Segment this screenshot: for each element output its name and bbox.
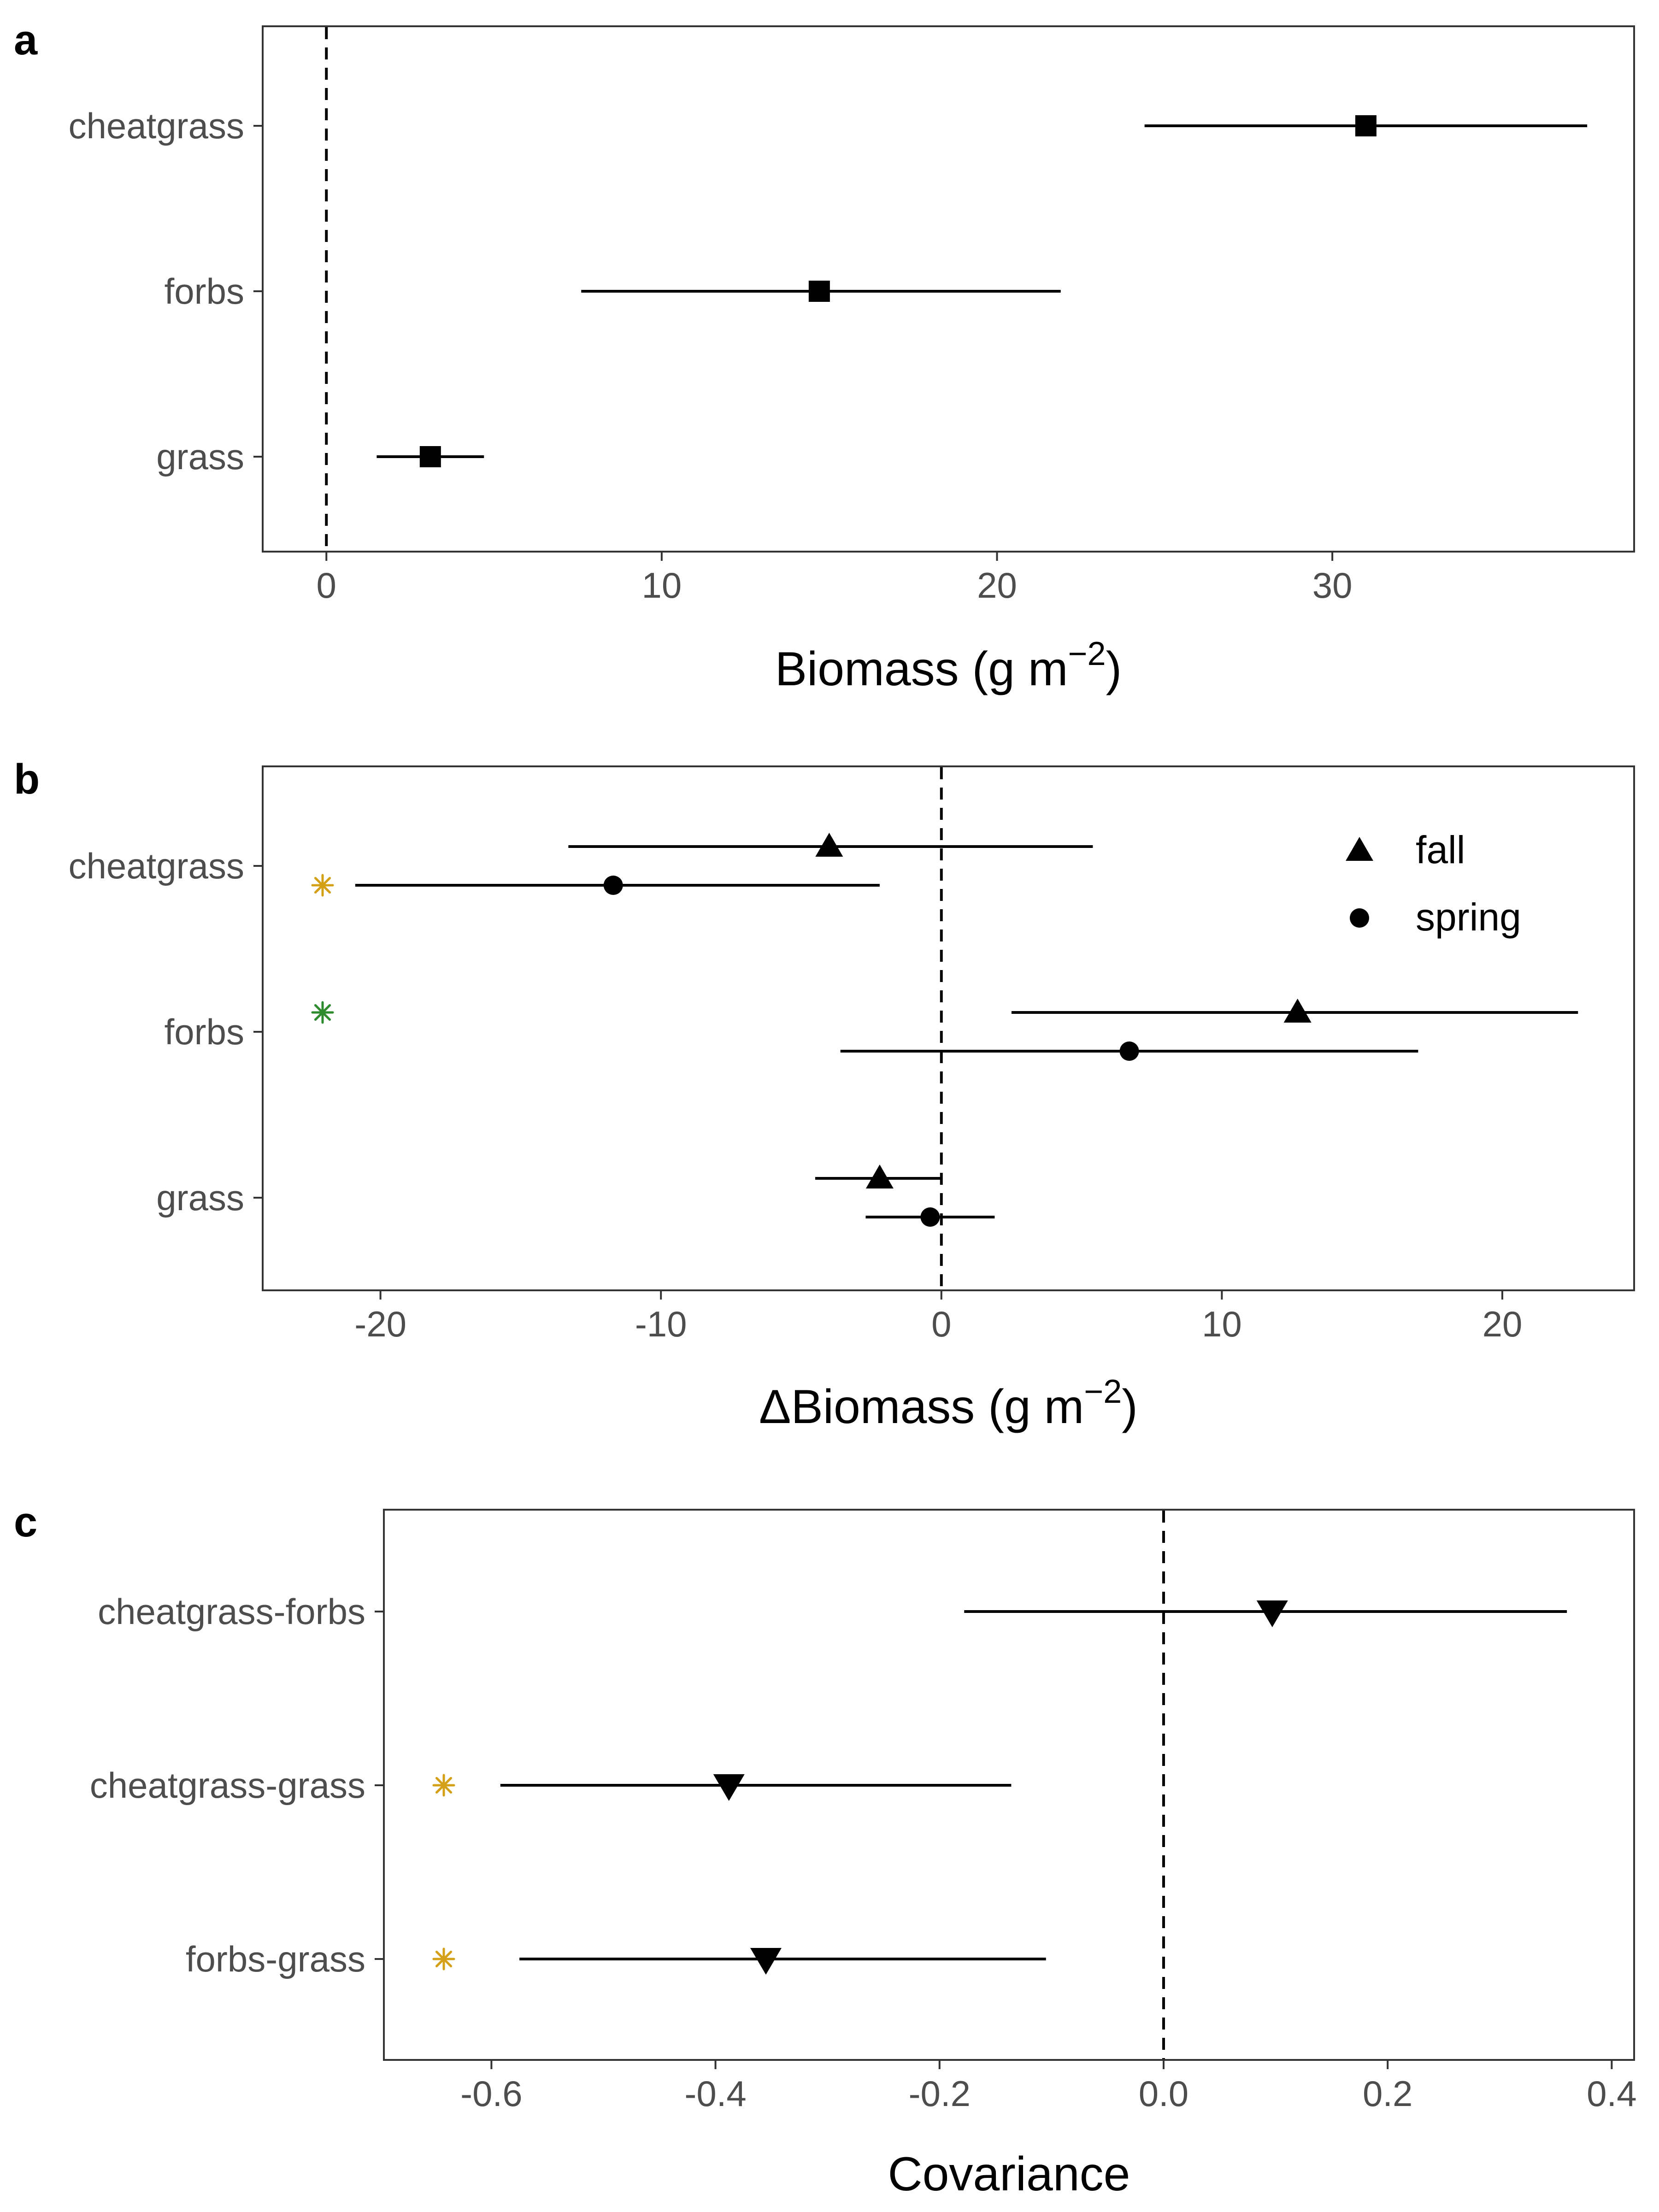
legend-key bbox=[1350, 908, 1369, 928]
point-estimate bbox=[419, 446, 441, 467]
x-tick-label: -20 bbox=[354, 1304, 406, 1344]
significance-asterisk bbox=[311, 874, 334, 897]
x-tick-label: 20 bbox=[977, 565, 1017, 606]
panel-label: b bbox=[14, 756, 40, 803]
x-tick-label: 30 bbox=[1312, 565, 1353, 606]
panel-a: a 0 10 20 30 cheatgrass forbs grass Biomass (g m… bbox=[14, 17, 1635, 696]
point-estimate bbox=[713, 1774, 745, 1801]
legend-label: spring bbox=[1416, 895, 1521, 939]
significance-asterisk bbox=[432, 1947, 455, 1971]
panel-label: a bbox=[14, 17, 38, 64]
y-tick-label: forbs-grass bbox=[186, 1939, 365, 1979]
point-estimate bbox=[920, 1207, 940, 1227]
x-tick-label: 0.0 bbox=[1139, 2073, 1188, 2114]
x-tick-label: -10 bbox=[635, 1304, 687, 1344]
panel-label: c bbox=[14, 1499, 37, 1546]
point-estimate bbox=[865, 1165, 894, 1188]
y-tick-label: grass bbox=[156, 436, 244, 477]
point-estimate bbox=[1119, 1041, 1139, 1061]
legend-key bbox=[1346, 837, 1373, 861]
x-tick-label: 0.4 bbox=[1587, 2073, 1636, 2114]
x-axis-title: ΔBiomass (g m−2) bbox=[759, 1373, 1138, 1434]
x-tick-label: 10 bbox=[1202, 1304, 1242, 1344]
y-tick-label: grass bbox=[156, 1177, 244, 1218]
x-tick-label: 10 bbox=[641, 565, 682, 606]
point-estimate bbox=[1355, 115, 1377, 136]
x-tick-label: -0.6 bbox=[460, 2073, 522, 2114]
significance-asterisk bbox=[432, 1774, 455, 1797]
x-tick-label: 20 bbox=[1483, 1304, 1523, 1344]
point-estimate bbox=[815, 833, 843, 857]
y-tick-label: cheatgrass-forbs bbox=[98, 1591, 365, 1632]
x-axis-title: Covariance bbox=[888, 2147, 1130, 2201]
x-tick-label: 0 bbox=[317, 565, 336, 606]
panel-c: c -0.6 -0.4 -0.2 0.0 0.2 0.4 cheatgrass-forbs ch… bbox=[14, 1499, 1637, 2201]
panel-b: b -20 -10 0 10 20 cheatgrass forbs grass ΔBiomass… bbox=[14, 756, 1635, 1434]
y-tick-label: forbs bbox=[165, 1012, 244, 1052]
y-tick-label: cheatgrass-grass bbox=[90, 1765, 365, 1806]
point-estimate bbox=[1256, 1600, 1288, 1627]
point-estimate bbox=[603, 876, 623, 895]
x-axis-title: Biomass (g m−2) bbox=[775, 635, 1122, 696]
x-tick-label: 0.2 bbox=[1363, 2073, 1412, 2114]
x-tick-label: 0 bbox=[931, 1304, 951, 1344]
plot-frame bbox=[262, 765, 1635, 1291]
point-estimate bbox=[750, 1948, 782, 1975]
x-tick-label: -0.2 bbox=[909, 2073, 971, 2114]
y-tick-label: cheatgrass bbox=[68, 106, 244, 146]
legend: fall spring bbox=[1346, 828, 1521, 939]
legend-label: fall bbox=[1416, 828, 1465, 871]
y-tick-label: cheatgrass bbox=[68, 846, 244, 886]
x-tick-label: -0.4 bbox=[684, 2073, 746, 2114]
point-estimate bbox=[808, 281, 830, 302]
significance-asterisk bbox=[311, 1001, 334, 1024]
plot-frame bbox=[262, 25, 1635, 553]
y-tick-label: forbs bbox=[165, 271, 244, 312]
point-estimate bbox=[1283, 999, 1312, 1023]
